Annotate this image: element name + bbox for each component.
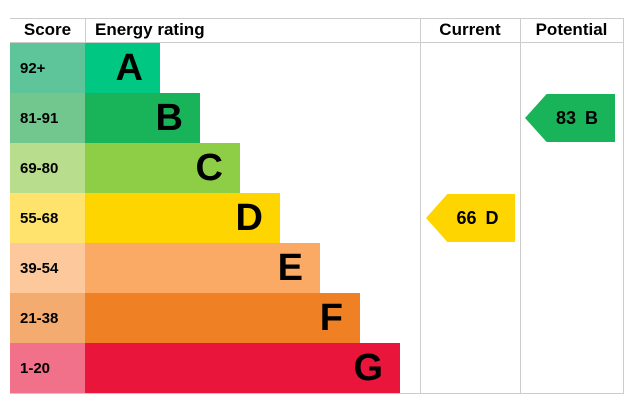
- band-score-range: 92+: [10, 43, 85, 93]
- band-bar: B: [85, 93, 200, 143]
- band-bar: G: [85, 343, 400, 393]
- band-score-range: 39-54: [10, 243, 85, 293]
- band-row: 55-68 D: [10, 193, 400, 243]
- band-bar: D: [85, 193, 280, 243]
- potential-rating-arrow: 83 B: [525, 94, 615, 142]
- current-rating-letter: D: [485, 207, 499, 228]
- current-rating-arrow: 66 D: [426, 194, 515, 242]
- energy-rating-column-header: Energy rating: [95, 20, 205, 39]
- band-letter: D: [235, 197, 263, 239]
- band-score-range: 81-91: [10, 93, 85, 143]
- bottom-border-line: [10, 393, 623, 394]
- band-row: 39-54 E: [10, 243, 400, 293]
- band-letter: B: [155, 97, 183, 139]
- band-bar: A: [85, 43, 160, 93]
- band-letter: C: [195, 147, 223, 189]
- band-bar: C: [85, 143, 240, 193]
- band-score-range: 55-68: [10, 193, 85, 243]
- band-letter: A: [115, 47, 143, 89]
- band-row: 81-91 B: [10, 93, 400, 143]
- band-row: 1-20 G: [10, 343, 400, 393]
- right-border-line: [623, 18, 624, 394]
- top-border-line: [10, 18, 623, 19]
- current-column-divider: [420, 18, 421, 394]
- current-rating-value: 66: [456, 207, 477, 228]
- potential-column-header: Potential: [535, 20, 608, 39]
- band-row: 69-80 C: [10, 143, 400, 193]
- band-rows: 92+ A 81-91 B 69-80 C 55-68 D 39-54 E 21…: [10, 43, 400, 393]
- band-bar: E: [85, 243, 320, 293]
- band-score-range: 1-20: [10, 343, 85, 393]
- band-letter: G: [353, 347, 383, 389]
- header-underline: [10, 42, 623, 43]
- potential-rating-value: 83: [555, 107, 577, 128]
- band-bar: F: [85, 293, 360, 343]
- score-column-header: Score: [23, 20, 72, 39]
- score-header-divider: [85, 18, 86, 42]
- band-letter: E: [277, 247, 303, 289]
- band-score-range: 69-80: [10, 143, 85, 193]
- band-row: 92+ A: [10, 43, 400, 93]
- band-row: 21-38 F: [10, 293, 400, 343]
- potential-column-divider: [520, 18, 521, 394]
- band-letter: F: [319, 297, 343, 339]
- current-column-header: Current: [439, 20, 501, 39]
- band-score-range: 21-38: [10, 293, 85, 343]
- potential-rating-letter: B: [585, 107, 599, 128]
